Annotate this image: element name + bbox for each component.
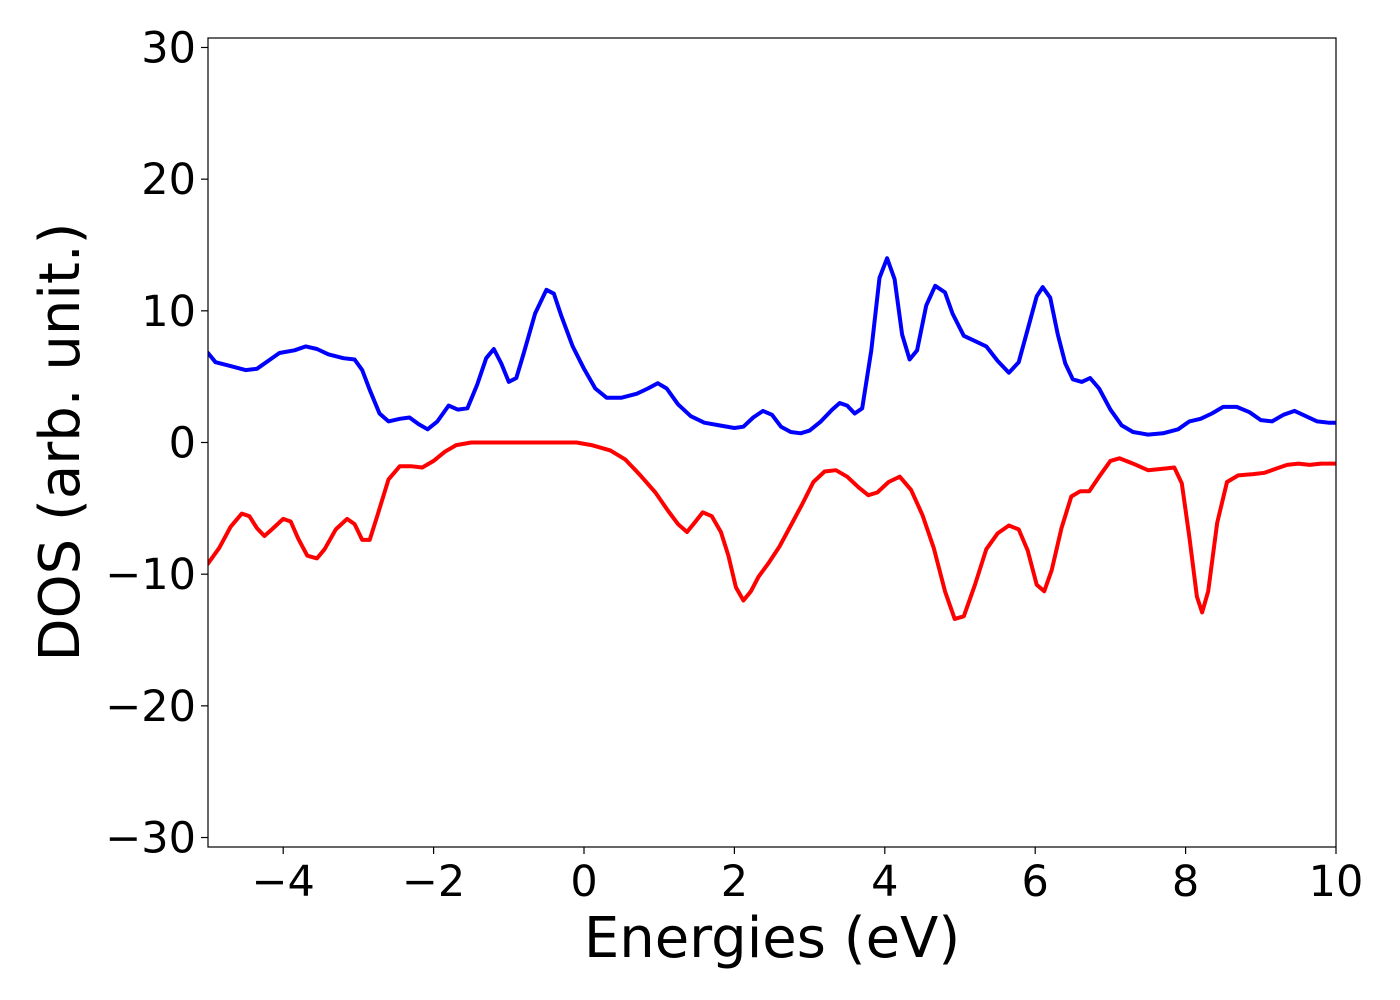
y-axis: −30 −20 −10 0 10 20 30 bbox=[105, 23, 208, 864]
x-tick-label: −4 bbox=[252, 857, 315, 907]
y-axis-label: DOS (arb. unit.) bbox=[28, 222, 93, 661]
y-tick-label: −20 bbox=[105, 682, 196, 732]
x-tick-label: 2 bbox=[721, 857, 748, 907]
x-axis-label: Energies (eV) bbox=[584, 906, 960, 971]
plot-area bbox=[208, 256, 1336, 621]
x-tick-label: 10 bbox=[1309, 857, 1364, 907]
x-axis: −4 −2 0 2 4 6 8 10 bbox=[252, 847, 1364, 907]
y-tick-label: 20 bbox=[141, 155, 196, 205]
series-line-2 bbox=[208, 440, 1336, 621]
x-tick-label: −2 bbox=[402, 857, 465, 907]
x-tick-label: 0 bbox=[570, 857, 597, 907]
y-tick-label: 10 bbox=[141, 287, 196, 337]
x-tick-label: 8 bbox=[1172, 857, 1199, 907]
x-tick-label: 6 bbox=[1022, 857, 1049, 907]
y-tick-label: 30 bbox=[141, 23, 196, 73]
y-tick-label: 0 bbox=[169, 419, 196, 469]
series-line-1 bbox=[208, 256, 1336, 437]
x-tick-label: 4 bbox=[871, 857, 898, 907]
y-tick-label: −10 bbox=[105, 550, 196, 600]
plot-frame bbox=[207, 37, 1337, 848]
y-tick-label: −30 bbox=[105, 814, 196, 864]
